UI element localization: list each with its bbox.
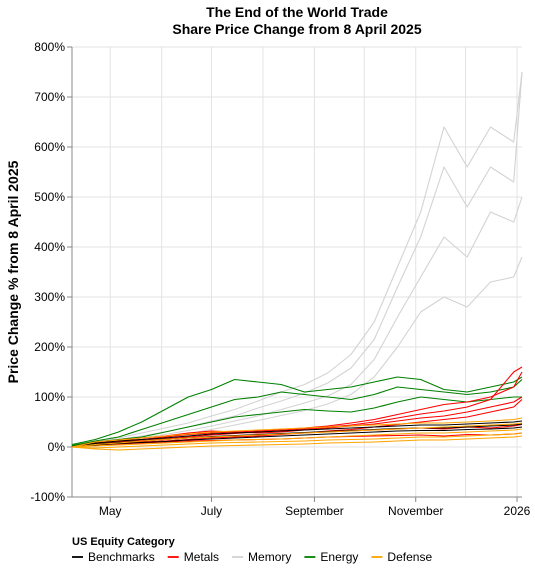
x-tick-label: September [285, 504, 344, 518]
y-tick-label: 200% [34, 340, 65, 354]
legend-label-energy: Energy [320, 550, 358, 564]
series-line-defense [71, 435, 523, 451]
series-line-energy [71, 376, 523, 446]
y-tick-label: -100% [30, 490, 65, 504]
x-tick-label: May [99, 504, 122, 518]
x-tick-label: November [388, 504, 443, 518]
series-line-memory [71, 71, 523, 448]
y-tick-label: 700% [34, 90, 65, 104]
series-line-energy [71, 379, 523, 447]
y-tick-label: 500% [34, 190, 65, 204]
series-line-energy [71, 396, 522, 447]
y-tick-label: 0% [48, 440, 66, 454]
series-line-defense [71, 422, 523, 448]
x-tick-label: July [201, 504, 222, 518]
chart-title-line-1: The End of the World Trade [206, 4, 388, 20]
legend: US Equity Category Benchmarks Metals Memor… [72, 536, 432, 564]
y-tick-label: 100% [34, 390, 65, 404]
chart-title: The End of the World Trade Share Price C… [172, 4, 421, 37]
x-tick-label: 2026 [504, 504, 531, 518]
series-line-benchmarks [71, 426, 523, 448]
series-line-defense [71, 428, 523, 448]
series-line-benchmarks [71, 420, 523, 448]
x-axis: May July September November 2026 [72, 496, 531, 518]
y-axis: -100% 0% 100% 200% 300% 400% 500% 600% 700% 800% [30, 40, 73, 504]
y-tick-label: 400% [34, 240, 65, 254]
series-line-defense [71, 432, 523, 449]
legend-label-benchmarks: Benchmarks [88, 550, 155, 564]
legend-label-defense: Defense [387, 550, 432, 564]
series-line-memory [71, 71, 523, 448]
series-layer [71, 71, 523, 451]
legend-label-memory: Memory [248, 550, 291, 564]
chart-title-line-2: Share Price Change from 8 April 2025 [172, 21, 421, 37]
y-tick-label: 800% [34, 40, 65, 54]
y-axis-title: Price Change % from 8 April 2025 [5, 160, 21, 383]
series-line-defense [71, 417, 523, 448]
y-tick-label: 600% [34, 140, 65, 154]
legend-title: US Equity Category [72, 536, 176, 548]
y-tick-label: 300% [34, 290, 65, 304]
legend-label-metals: Metals [184, 550, 219, 564]
